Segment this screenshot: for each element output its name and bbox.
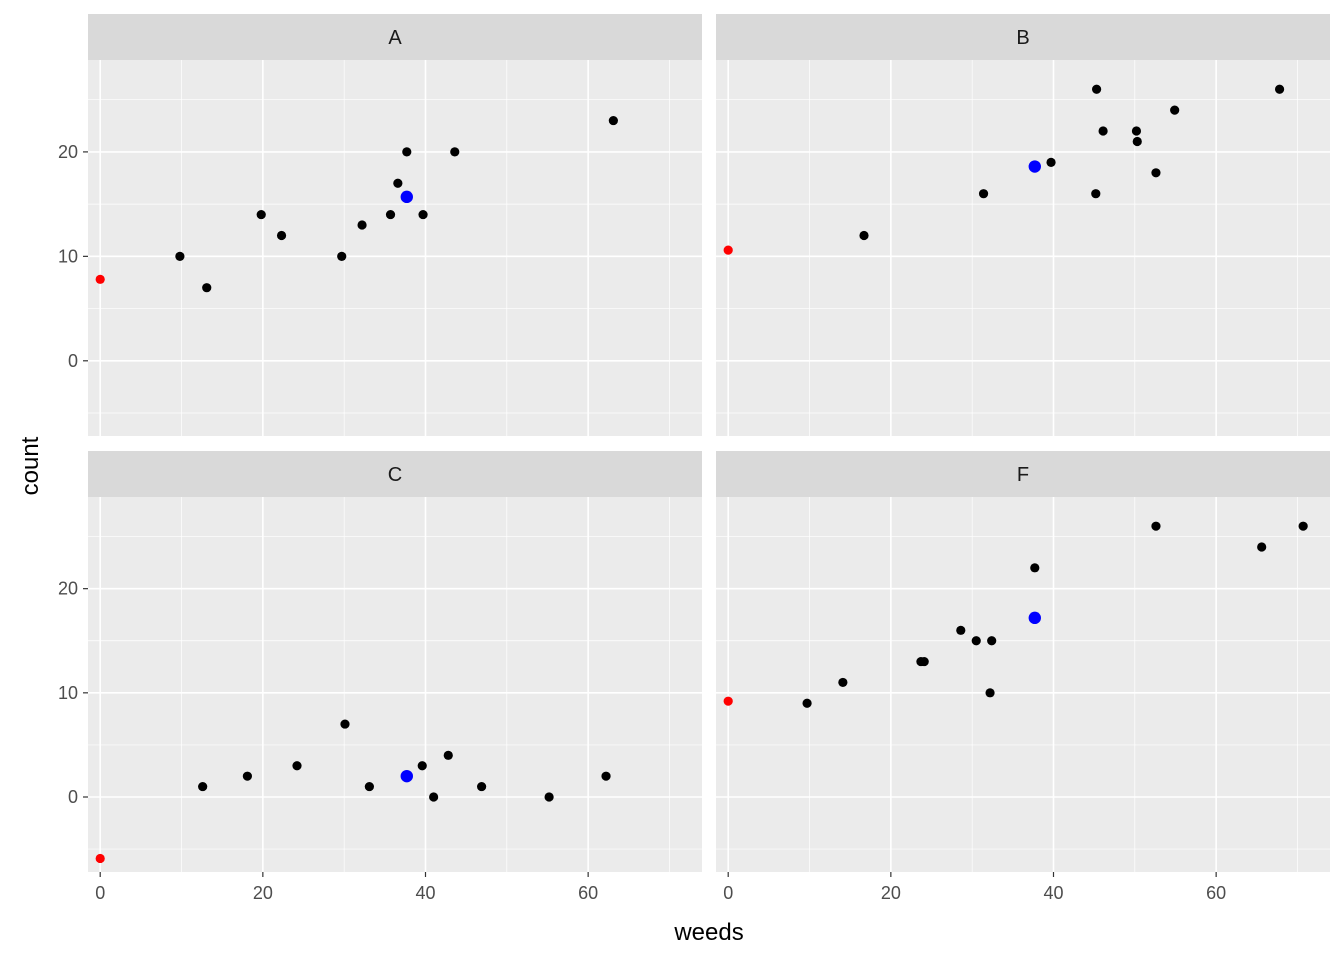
facet-strip-label: A (388, 27, 402, 49)
facets-layer: A 0 10 20 B C 0 10 20 0 20 40 60 F 0 20 40 60 (58, 14, 1330, 903)
origin-point (95, 853, 105, 864)
data-point (544, 792, 554, 802)
x-tick-label: 40 (415, 883, 435, 903)
x-tick-label: 0 (723, 883, 733, 903)
x-tick-label: 60 (1206, 883, 1226, 903)
data-point (1030, 563, 1040, 573)
data-point (956, 625, 966, 635)
data-point (340, 719, 350, 729)
data-point (601, 771, 611, 781)
data-point (417, 761, 427, 771)
data-point (1091, 84, 1102, 94)
mean-point (400, 769, 413, 783)
facet-panel-f: F 0 20 40 60 (716, 451, 1330, 903)
facet-strip (716, 451, 1330, 497)
data-point (978, 189, 989, 199)
data-point (608, 115, 618, 126)
panel-background (716, 497, 1330, 872)
facet-panel-c: C 0 10 20 0 20 40 60 (58, 451, 702, 903)
panel-background (716, 60, 1330, 436)
x-tick-label: 20 (881, 883, 901, 903)
mean-point (1028, 160, 1041, 173)
facet-panel-b: B (716, 14, 1330, 436)
data-point (276, 230, 287, 241)
data-point (393, 178, 403, 188)
data-point (450, 147, 460, 157)
data-point (1151, 521, 1161, 531)
x-tick-label: 40 (1043, 883, 1063, 903)
data-point (364, 781, 374, 792)
data-point (477, 781, 487, 792)
data-point (1151, 168, 1161, 178)
data-point (292, 761, 302, 771)
origin-point (723, 245, 733, 255)
origin-point (95, 274, 105, 284)
x-tick-label: 60 (578, 883, 598, 903)
data-point (1091, 189, 1101, 199)
data-point (429, 792, 439, 802)
facet-strip (716, 14, 1330, 60)
data-point (1046, 157, 1056, 167)
y-tick-label: 20 (58, 142, 78, 162)
data-point (443, 750, 453, 760)
data-point (1170, 105, 1180, 115)
data-point (971, 636, 981, 646)
y-tick-label: 0 (68, 787, 78, 807)
data-point (919, 656, 929, 667)
x-tick-label: 0 (95, 883, 105, 903)
y-tick-label: 10 (58, 246, 78, 266)
panel-background (88, 497, 702, 872)
mean-point (400, 190, 413, 204)
x-axis-title: weeds (673, 919, 743, 946)
data-point (175, 251, 185, 261)
data-point (418, 209, 428, 220)
data-point (1298, 521, 1308, 531)
data-point (357, 220, 367, 230)
y-tick-label: 20 (58, 579, 78, 599)
data-point (385, 209, 396, 220)
data-point (987, 636, 997, 646)
y-tick-label: 0 (68, 351, 78, 371)
data-point (838, 677, 848, 688)
data-point (242, 771, 252, 781)
data-point (202, 283, 212, 293)
data-point (1257, 542, 1267, 552)
origin-point (723, 696, 733, 706)
data-point (256, 209, 266, 220)
data-point (337, 251, 347, 261)
facet-strip (88, 451, 702, 497)
mean-point (1028, 611, 1041, 625)
x-tick-label: 20 (253, 883, 273, 903)
data-point (402, 147, 412, 157)
data-point (1274, 84, 1285, 94)
data-point (859, 230, 869, 241)
facet-strip-label: B (1016, 27, 1029, 49)
data-point (1132, 136, 1142, 147)
facet-strip (88, 14, 702, 60)
data-point (198, 781, 208, 792)
data-point (1098, 126, 1108, 136)
data-point (1131, 126, 1142, 136)
data-point (985, 688, 995, 698)
facet-strip-label: C (388, 464, 402, 486)
facet-strip-label: F (1017, 464, 1029, 486)
y-tick-label: 10 (58, 683, 78, 703)
panel-background (88, 60, 702, 436)
facet-panel-a: A 0 10 20 (58, 14, 702, 436)
data-point (802, 698, 812, 708)
y-axis-title: count (17, 436, 44, 495)
